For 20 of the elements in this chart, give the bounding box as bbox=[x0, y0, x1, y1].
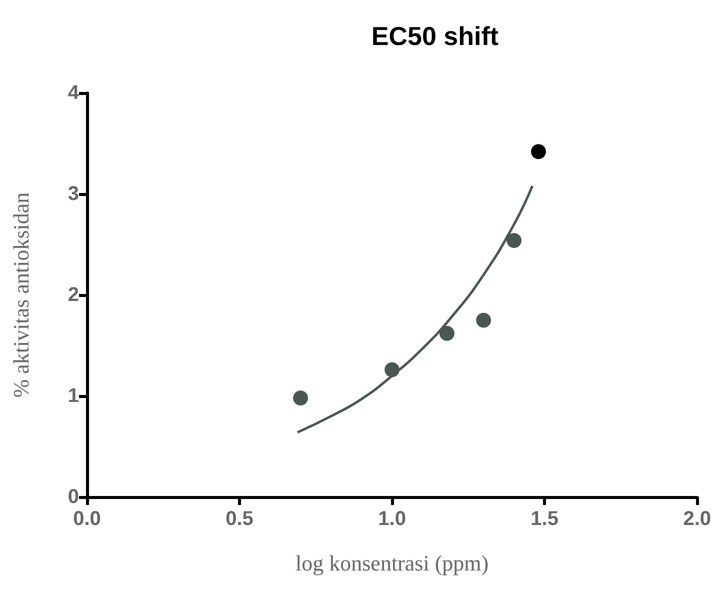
point bbox=[476, 312, 492, 328]
x-tick-label: 0.0 bbox=[73, 508, 101, 530]
x-tick-label: 1.5 bbox=[530, 508, 558, 530]
point bbox=[530, 144, 546, 160]
x-axis-title: log konsentrasi (ppm) bbox=[296, 550, 489, 576]
y-tick-label: 3 bbox=[68, 183, 79, 205]
x-tick-label: 0.5 bbox=[226, 508, 254, 530]
y-tick-label: 2 bbox=[68, 284, 79, 306]
line-series bbox=[296, 184, 534, 434]
y-axis-title: % aktivitas antioksidan bbox=[8, 192, 34, 398]
point bbox=[293, 390, 308, 406]
x-tick-label: 2.0 bbox=[683, 508, 712, 530]
y-tick-label: 1 bbox=[68, 385, 79, 407]
y-tick-label: 4 bbox=[68, 82, 80, 104]
y-tick-label: 0 bbox=[68, 486, 79, 508]
x-tick-label: 1.0 bbox=[378, 508, 406, 530]
point bbox=[439, 326, 454, 341]
chart-title: EC50 shift bbox=[371, 21, 499, 51]
point bbox=[384, 362, 400, 378]
point bbox=[506, 232, 522, 248]
